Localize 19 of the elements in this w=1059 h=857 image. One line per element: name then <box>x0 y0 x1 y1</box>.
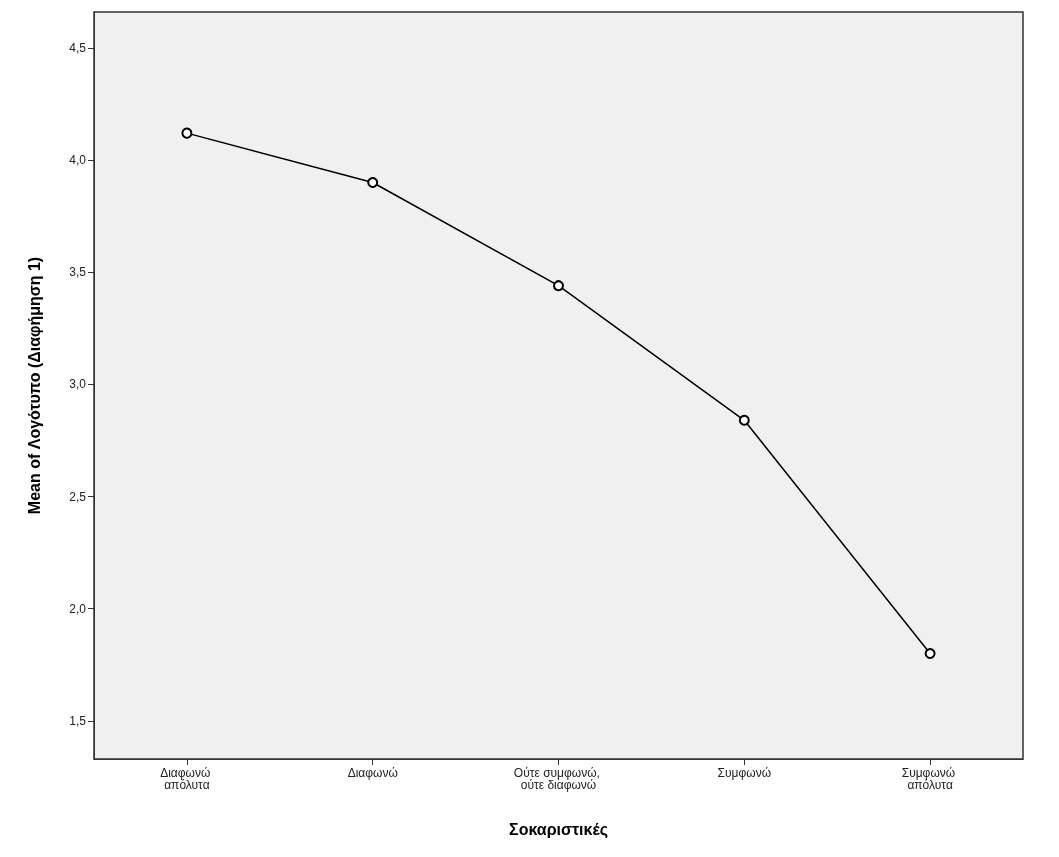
point <box>924 648 936 660</box>
y-tick-label: 4,5 <box>69 40 87 55</box>
y-tick-label: 2,5 <box>69 489 87 504</box>
x-tick-label: Ούτε συμφωνώ, ούτε διαφωνώ <box>513 766 604 792</box>
y-tick-label: 1,5 <box>69 713 87 728</box>
y-tick-label: 3,0 <box>69 377 87 392</box>
point <box>181 127 193 139</box>
x-axis-title: Σοκαριστικές <box>509 820 608 839</box>
point <box>367 176 379 188</box>
x-tick-label: Διαφωνώ <box>347 766 398 780</box>
x-tick-label: Διαφωνώ απόλυτα <box>160 766 214 792</box>
x-tick-label: Συμφωνώ απόλυτα <box>901 766 959 792</box>
point <box>553 280 564 292</box>
y-tick-label: 2,0 <box>69 601 87 616</box>
y-tick-label: 3,5 <box>69 265 87 280</box>
point <box>738 414 750 426</box>
y-tick-label: 4,0 <box>69 153 87 168</box>
x-tick-label: Συμφωνώ <box>717 766 772 780</box>
y-axis-title: Mean of Λογότυπο (Διαφήμηση 1) <box>25 256 43 515</box>
